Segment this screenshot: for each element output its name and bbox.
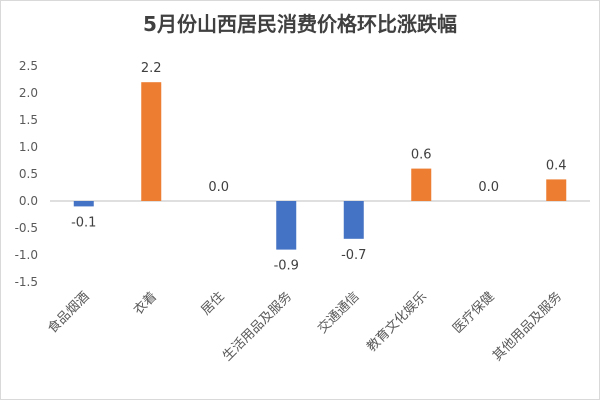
category-label: 其他用品及服务 <box>489 289 565 365</box>
category-label: 交通通信 <box>314 289 362 337</box>
y-tick-label: 2.0 <box>19 86 38 100</box>
y-tick-label: -0.5 <box>15 221 38 235</box>
category-label: 生活用品及服务 <box>219 289 295 365</box>
bars <box>73 82 567 250</box>
data-label: 2.2 <box>141 61 162 76</box>
data-label: -0.7 <box>341 248 366 263</box>
category-label: 居住 <box>199 289 228 318</box>
y-tick-label: 2.5 <box>19 59 38 73</box>
category-label: 食品烟酒 <box>44 289 92 337</box>
data-label: 0.4 <box>546 158 567 173</box>
bar <box>343 201 364 239</box>
data-label: 0.6 <box>411 148 432 163</box>
y-tick-label: 1.0 <box>19 140 38 154</box>
bar <box>546 179 567 201</box>
bar <box>73 201 94 207</box>
data-label: 0.0 <box>478 180 499 195</box>
category-label: 教育文化娱乐 <box>364 289 430 355</box>
y-tick-label: 0.5 <box>19 167 38 181</box>
y-tick-label: -1.5 <box>15 275 38 289</box>
data-label: 0.0 <box>208 180 229 195</box>
data-label: -0.9 <box>274 259 299 274</box>
category-label: 衣着 <box>130 289 160 319</box>
bar <box>411 168 432 201</box>
chart-title: 5月份山西居民消费价格环比涨跌幅 <box>143 12 457 36</box>
data-label: -0.1 <box>71 215 96 230</box>
bar <box>141 82 162 201</box>
y-tick-label: 0.0 <box>19 194 38 208</box>
category-label: 医疗保健 <box>450 289 497 336</box>
y-axis-ticks: 2.5 2.0 1.5 1.0 0.5 0.0 -0.5 -1.0 -1.5 <box>15 59 38 289</box>
bar <box>276 201 297 250</box>
y-tick-label: -1.0 <box>15 248 38 262</box>
y-tick-label: 1.5 <box>19 113 38 127</box>
data-labels: -0.1 2.2 0.0 -0.9 -0.7 0.6 0.0 0.4 <box>71 61 567 273</box>
